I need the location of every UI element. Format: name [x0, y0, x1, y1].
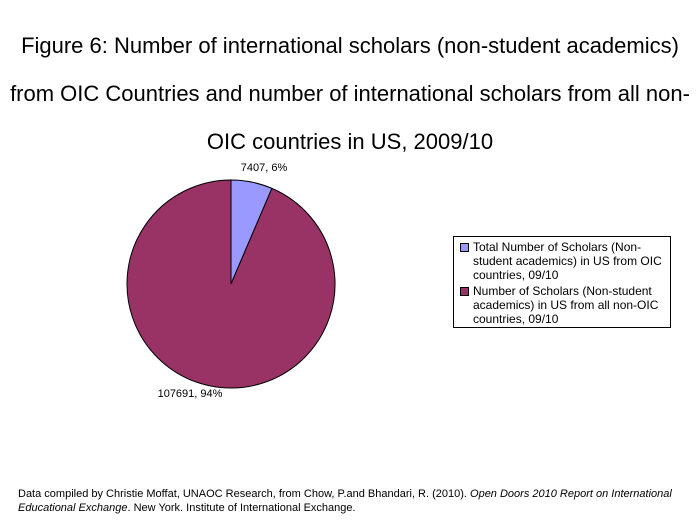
- chart-title-line-2: from OIC Countries and number of interna…: [10, 81, 690, 106]
- legend-label-non-oic: Number of Scholars (Non-student academic…: [473, 284, 659, 326]
- source-italic-title: Open Doors 2010 Report on International …: [18, 488, 672, 514]
- pie-slice-non-oic: [126, 179, 336, 389]
- legend-item-non-oic: Number of Scholars (Non-student academic…: [460, 284, 666, 326]
- source-prefix: Data compiled by Christie Moffat, UNAOC …: [18, 488, 471, 500]
- data-label-oic: 7407, 6%: [241, 162, 288, 174]
- legend-swatch-non-oic: [460, 287, 469, 296]
- legend-item-oic: Total Number of Scholars (Non-student ac…: [460, 240, 666, 282]
- chart-legend: Total Number of Scholars (Non-student ac…: [453, 236, 671, 328]
- chart-title-line-1: Figure 6: Number of international schola…: [21, 33, 679, 58]
- chart-title-line-3: OIC countries in US, 2009/10: [206, 129, 494, 154]
- source-suffix: . New York. Institute of International E…: [127, 502, 356, 514]
- legend-swatch-oic: [460, 243, 469, 252]
- chart-title: Figure 6: Number of international schola…: [0, 10, 700, 178]
- legend-label-oic: Total Number of Scholars (Non-student ac…: [473, 240, 662, 282]
- source-note: Data compiled by Christie Moffat, UNAOC …: [18, 487, 688, 515]
- data-label-non-oic: 107691, 94%: [158, 388, 223, 400]
